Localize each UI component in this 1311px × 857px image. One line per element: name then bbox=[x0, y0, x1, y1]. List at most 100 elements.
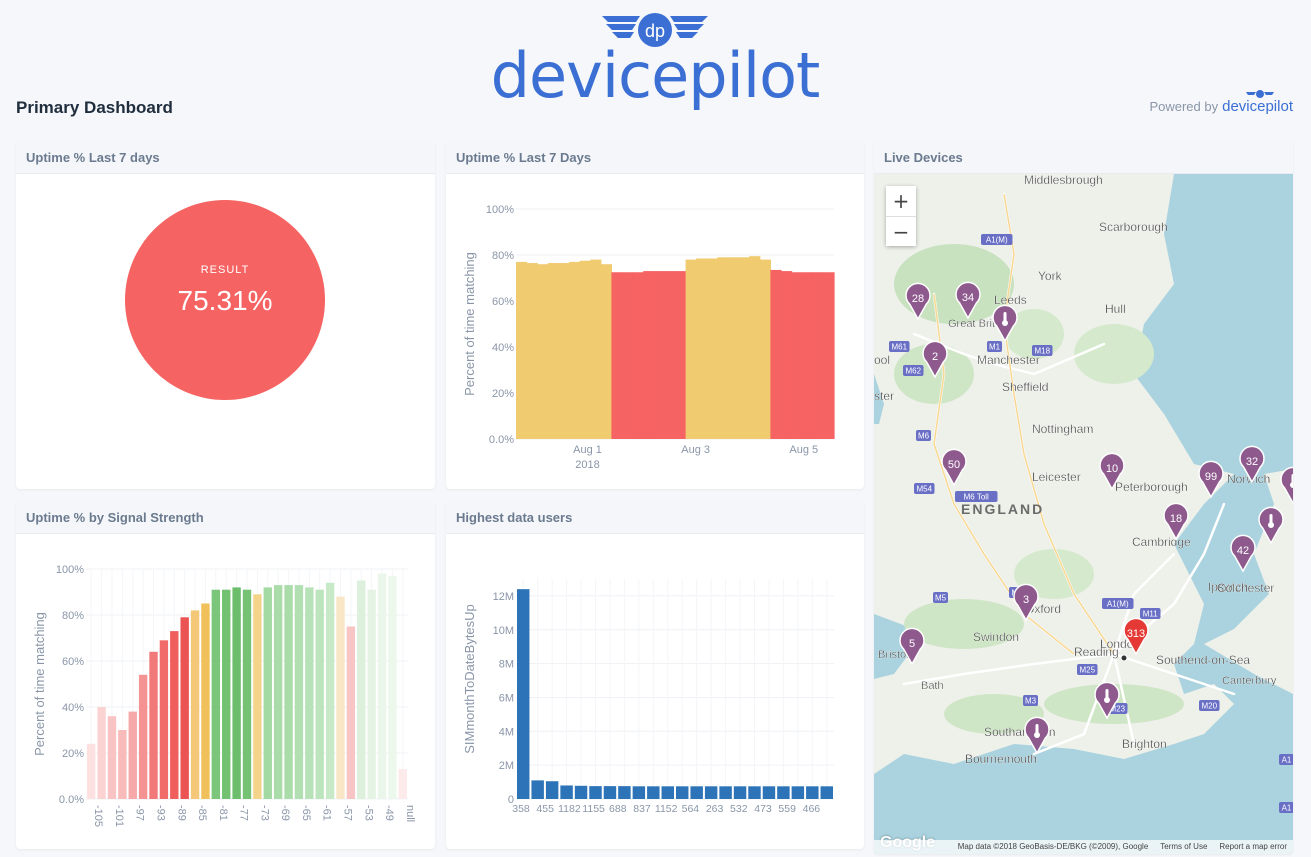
map-place-label: Bath bbox=[921, 680, 944, 692]
uptime-bar bbox=[664, 271, 676, 439]
uptime-bar bbox=[696, 258, 708, 439]
uptime-bar bbox=[558, 263, 570, 439]
marker-count: 5 bbox=[909, 638, 915, 650]
uptime-bar bbox=[516, 261, 528, 439]
x-tick-label: -49 bbox=[383, 805, 395, 821]
uptime-bar bbox=[675, 271, 687, 439]
y-tick-label: 8M bbox=[499, 659, 514, 671]
zoom-out-button[interactable]: − bbox=[886, 216, 916, 246]
thermometer-bulb bbox=[1268, 522, 1274, 528]
x-tick-label: 564 bbox=[682, 803, 700, 815]
map-pin-marker bbox=[1013, 583, 1039, 622]
map-pin-marker bbox=[1230, 534, 1256, 573]
uptime-bar bbox=[643, 271, 655, 439]
map-place-label: Swindon bbox=[973, 630, 1019, 644]
x-tick-label: Aug 1 bbox=[573, 444, 602, 456]
signal-bar bbox=[149, 651, 158, 799]
x-tick-label: -93 bbox=[155, 805, 167, 821]
road-shield bbox=[916, 430, 931, 441]
terms-link[interactable]: Terms of Use bbox=[1160, 842, 1208, 851]
x-tick-label: -85 bbox=[196, 805, 208, 821]
marker-count: 2 bbox=[932, 351, 938, 363]
marker-count: 3 bbox=[1023, 594, 1029, 606]
map-place-label: Peterborough bbox=[1115, 480, 1188, 494]
marker-count: 10 bbox=[1106, 463, 1118, 475]
road-label: M62 bbox=[905, 367, 921, 376]
map-place-label: Southend-on-Sea bbox=[1156, 653, 1250, 667]
report-error-link[interactable]: Report a map error bbox=[1219, 842, 1287, 851]
uptime-bar bbox=[823, 272, 835, 439]
map-pin-marker bbox=[899, 627, 925, 666]
x-tick-label: -73 bbox=[258, 805, 270, 821]
data-users-card: Highest data users 0 2M 4M 6M 8M 10M 12M SIMmon… bbox=[446, 500, 864, 849]
signal-bar bbox=[315, 589, 324, 799]
y-tick-label: 80% bbox=[62, 610, 84, 622]
x-tick-label: -65 bbox=[300, 805, 312, 821]
y-tick-label: 20% bbox=[492, 388, 514, 400]
data-user-bar bbox=[603, 786, 617, 799]
result-value: 75.31% bbox=[178, 285, 273, 316]
map-pin-marker bbox=[1099, 452, 1125, 491]
road-label: M18 bbox=[1034, 347, 1050, 356]
map-container[interactable]: Middlesbrough Scarborough York Leeds Hull Gre… bbox=[874, 173, 1293, 854]
road-label: M23 bbox=[1109, 705, 1125, 714]
map-place-label: Brighton bbox=[1122, 737, 1167, 751]
map-pin-marker bbox=[1123, 617, 1149, 656]
y-tick-label: 100% bbox=[486, 204, 514, 216]
marker-count: 99 bbox=[1205, 471, 1217, 483]
y-tick-label: 4M bbox=[499, 726, 514, 738]
wings-logo-icon: dp bbox=[602, 13, 708, 47]
y-tick-label: 12M bbox=[493, 591, 514, 603]
signal-bar bbox=[128, 711, 137, 799]
y-tick-label: 60% bbox=[62, 656, 84, 668]
y-axis-label: SIMmonthToDateBytesUp bbox=[462, 604, 477, 754]
data-users-chart: 0 2M 4M 6M 8M 10M 12M SIMmonthToDateBytesUp 358 4… bbox=[462, 579, 834, 815]
signal-bar bbox=[211, 589, 221, 799]
data-user-bar bbox=[676, 786, 689, 799]
signal-bar bbox=[242, 589, 252, 799]
y-tick-label: 2M bbox=[499, 760, 514, 772]
uptime-week-chart: 0.0% 20% 40% 60% 80% 100% Percent of time matc… bbox=[462, 204, 835, 471]
london-dot bbox=[1120, 654, 1128, 662]
data-user-bar bbox=[517, 589, 530, 799]
x-tick-label: -77 bbox=[238, 805, 250, 821]
card-title: Uptime % Last 7 Days bbox=[446, 140, 864, 174]
uptime-bar bbox=[812, 272, 824, 439]
map-place-label: Middlesbrough bbox=[1024, 174, 1103, 187]
card-title: Uptime % by Signal Strength bbox=[16, 500, 435, 534]
data-user-bar bbox=[791, 786, 805, 799]
data-user-bar bbox=[632, 786, 646, 799]
powered-by-label: Powered by bbox=[1149, 99, 1219, 114]
map-place-label: Sheffield bbox=[1002, 380, 1048, 394]
signal-bar bbox=[253, 594, 262, 799]
map-place-label: Nottingham bbox=[1032, 422, 1093, 436]
road-label: M25 bbox=[1079, 666, 1095, 675]
data-user-bar bbox=[618, 786, 631, 799]
x-tick-label: -81 bbox=[217, 805, 229, 821]
y-axis-label: Percent of time matching bbox=[32, 612, 47, 756]
zoom-in-button[interactable]: + bbox=[886, 186, 916, 216]
map-place-label: ENGLAND bbox=[961, 501, 1044, 517]
y-tick-label: 60% bbox=[492, 296, 514, 308]
road-shield bbox=[914, 483, 935, 494]
thermometer-bulb bbox=[1290, 482, 1293, 488]
signal-bar bbox=[118, 730, 127, 799]
map-canvas[interactable]: MiddlesbroughScarboroughYorkLeedsHullGre… bbox=[874, 173, 1293, 854]
devicepilot-logo: dp devicepilot bbox=[490, 10, 820, 116]
uptime-bar bbox=[770, 269, 782, 439]
map-place-label: ster bbox=[874, 389, 894, 403]
result-circle: RESULT 75.31% bbox=[125, 200, 325, 400]
marker-count: 313 bbox=[1127, 628, 1145, 640]
x-tick-label: 837 bbox=[633, 803, 651, 815]
x-tick-label: 532 bbox=[730, 803, 748, 815]
x-tick-label: 455 bbox=[536, 803, 554, 815]
signal-bar bbox=[284, 585, 293, 799]
road-shield bbox=[1023, 695, 1038, 706]
x-tick-label: 1182 bbox=[558, 803, 581, 815]
x-tick-label: -101 bbox=[113, 805, 125, 827]
signal-bar bbox=[388, 575, 397, 799]
uptime-bar bbox=[526, 263, 538, 439]
powered-by-brand: devicepilot bbox=[1222, 90, 1293, 115]
signal-bar bbox=[159, 640, 169, 799]
powered-by: Powered by devicepilot bbox=[1149, 90, 1293, 115]
